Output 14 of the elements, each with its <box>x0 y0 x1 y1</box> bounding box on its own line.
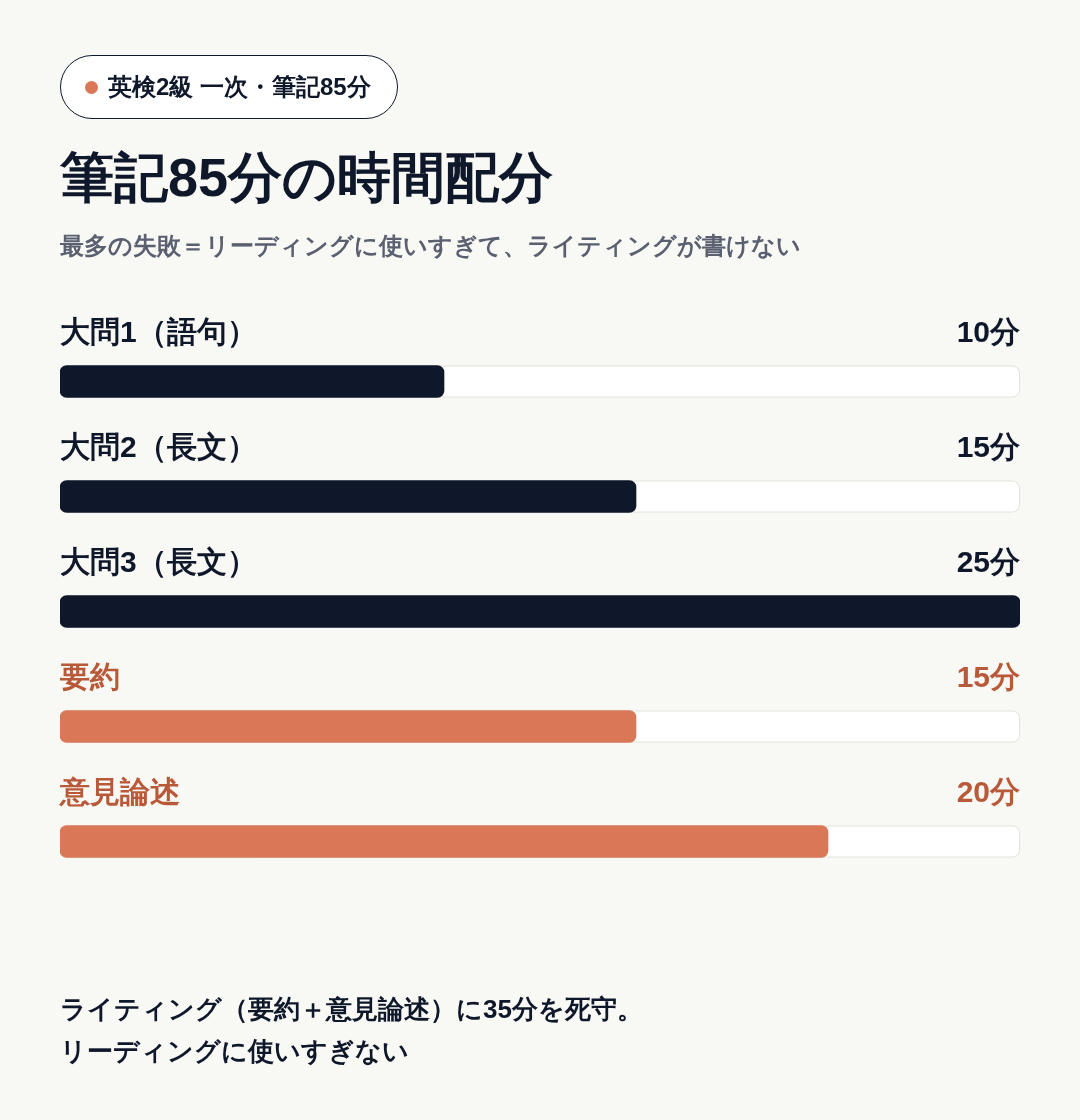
chart-title: 筆記85分の時間配分 <box>60 146 554 209</box>
data-label: 15分 <box>956 429 1020 463</box>
text: ライティング（要約＋意見論述）に35分を死守。リーディングに使いすぎない <box>60 993 644 1068</box>
data-label: 20分 <box>956 774 1020 808</box>
y-tick-label: 大問3（長文） <box>60 544 257 578</box>
y-tick-label: 大問2（長文） <box>60 429 257 463</box>
y-tick-label: 要約 <box>60 659 120 693</box>
data-label: 10分 <box>956 314 1020 348</box>
y-tick-label: 大問1（語句） <box>60 314 257 348</box>
text: 英検2級 一次・筆記85分 <box>108 72 371 102</box>
data-label: 25分 <box>956 544 1020 578</box>
y-tick-label: 意見論述 <box>58 774 180 808</box>
chart-subtitle: 最多の失敗＝リーディングに使いすぎて、ライティングが書けない <box>60 231 801 261</box>
data-label: 15分 <box>956 659 1020 693</box>
